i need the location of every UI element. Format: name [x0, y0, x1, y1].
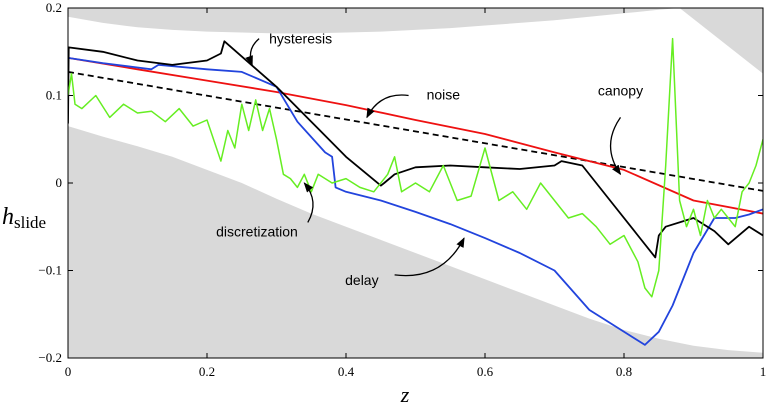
- x-tick-label: 0: [65, 364, 72, 379]
- envelope-upper-region: [68, 8, 763, 74]
- envelope-lower-region: [68, 126, 763, 358]
- x-tick-label: 0.6: [477, 364, 494, 379]
- y-tick-label: 0.2: [46, 0, 62, 15]
- annotation-label-noise: noise: [427, 87, 461, 103]
- annotation-arrow-canopy: [610, 117, 622, 176]
- y-axis-label-main: h: [2, 204, 14, 230]
- annotation-label-hysteresis: hysteresis: [269, 31, 332, 47]
- annotation-label-delay: delay: [345, 272, 378, 288]
- y-axis-label: hslide: [2, 204, 46, 232]
- y-axis-label-subscript: slide: [14, 213, 46, 232]
- x-tick-label: 0.8: [616, 364, 632, 379]
- ticks-layer: 0 0.2 0.4 0.6 0.8 1 −0.2 −0.1 0 0.1 0.2: [38, 0, 766, 379]
- x-tick-label: 1: [760, 364, 767, 379]
- annotation-arrow-hysteresis: [245, 38, 260, 66]
- annotation-label-canopy: canopy: [598, 82, 643, 98]
- y-tick-label: 0.1: [46, 88, 62, 103]
- series-layer: [68, 37, 763, 346]
- series-line-hysteresis: [68, 40, 763, 259]
- annotation-arrow-noise: [366, 94, 409, 119]
- annotation-label-discretization: discretization: [216, 223, 298, 239]
- y-tick-label: −0.1: [38, 263, 62, 278]
- series-line-noise: [68, 57, 763, 215]
- annotation-layer: hysteresis noise canopy discretization delay: [216, 31, 643, 288]
- annotation-arrow-discretization: [303, 182, 314, 223]
- x-axis-label: z: [400, 382, 410, 407]
- annotation-arrow-delay: [394, 237, 465, 277]
- series-line-canopy: [68, 71, 763, 192]
- series-line-delay: [68, 57, 763, 346]
- series-line-discretization: [68, 37, 763, 298]
- y-tick-label: 0: [56, 175, 63, 190]
- y-tick-label: −0.2: [38, 350, 62, 365]
- x-tick-label: 0.2: [199, 364, 215, 379]
- x-tick-label: 0.4: [338, 364, 355, 379]
